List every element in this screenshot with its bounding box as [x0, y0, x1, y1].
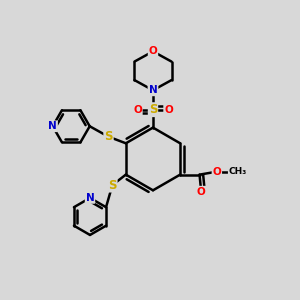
Text: N: N	[85, 193, 94, 203]
Text: N: N	[148, 85, 158, 95]
Text: S: S	[104, 130, 113, 143]
Text: O: O	[133, 105, 142, 115]
Text: O: O	[164, 105, 173, 115]
Text: CH₃: CH₃	[229, 167, 247, 176]
Text: N: N	[48, 121, 57, 131]
Text: O: O	[197, 187, 206, 197]
Text: S: S	[108, 178, 117, 192]
Text: S: S	[149, 103, 157, 116]
Text: N: N	[148, 85, 158, 95]
Text: O: O	[148, 46, 158, 56]
Text: O: O	[212, 167, 221, 177]
